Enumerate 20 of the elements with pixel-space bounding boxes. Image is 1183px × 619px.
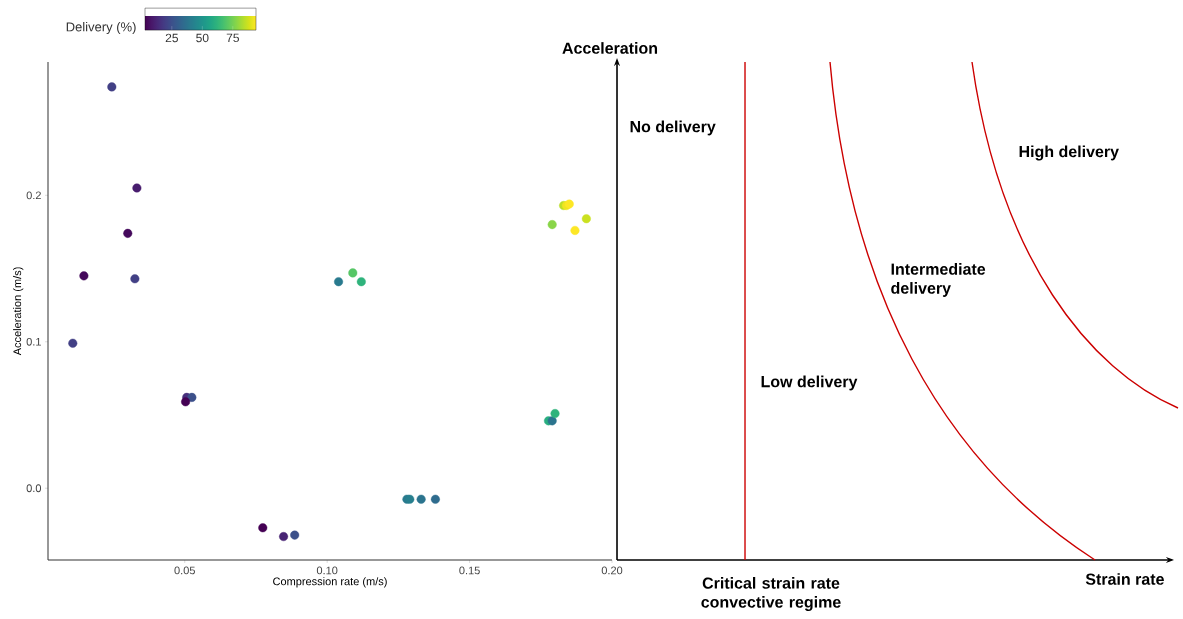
color-bar-label: 75 (226, 33, 239, 43)
color-bar-label: 50 (196, 33, 209, 43)
text: Low delivery (761, 375, 858, 391)
text: Strain rate (1085, 573, 1164, 585)
text: Intermediate delivery (891, 263, 986, 297)
text: No delivery (630, 120, 716, 136)
y-axis-title: Acceleration (m/s) (13, 267, 24, 356)
text: Critical strain rate convective regime (701, 577, 841, 611)
x-tick-label: 0.05 (174, 566, 195, 575)
x-tick-label: 0.10 (316, 566, 338, 575)
x-axis-title: Compression rate (m/s) (273, 577, 387, 588)
x-tick-label: 0.15 (459, 566, 480, 575)
text: Acceleration (562, 42, 658, 54)
y-tick-label: 0.2 (26, 191, 41, 200)
x-tick-label: 0.20 (601, 566, 623, 575)
color-bar-title: Delivery (%) (66, 21, 136, 35)
y-tick-label: 0.0 (26, 484, 42, 493)
color-bar-label: 25 (165, 33, 178, 43)
text: High delivery (1019, 145, 1119, 161)
y-tick-label: 0.1 (26, 337, 41, 346)
